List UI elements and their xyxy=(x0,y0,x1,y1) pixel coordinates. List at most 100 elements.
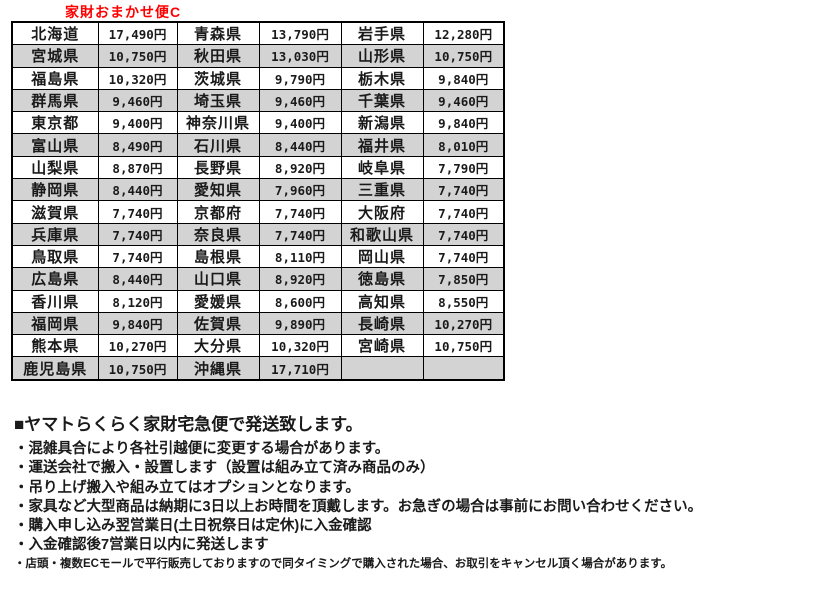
shipping-note: ・混雑具合により各社引越便に変更する場合があります。 xyxy=(14,441,390,457)
prefecture-cell: 山梨県 xyxy=(11,155,99,180)
prefecture-cell: 熊本県 xyxy=(11,334,99,358)
prefecture-cell: 鳥取県 xyxy=(11,244,99,269)
price-cell: 8,600円 xyxy=(258,289,342,313)
table-row: 鳥取県 7,740円 島根県 8,110円 岡山県 7,740円 xyxy=(11,244,505,269)
prefecture-cell: 徳島県 xyxy=(340,267,424,291)
prefecture-cell: 高知県 xyxy=(340,289,424,313)
prefecture-cell: 三重県 xyxy=(340,178,424,202)
prefecture-cell: 青森県 xyxy=(176,21,260,46)
prefecture-cell: 愛媛県 xyxy=(176,289,260,313)
shipping-method-heading: ■ヤマトらくらく家財宅急便で発送致します。 xyxy=(14,415,363,434)
prefecture-cell: 千葉県 xyxy=(340,88,424,113)
prefecture-cell: 京都府 xyxy=(176,200,260,224)
price-cell: 8,110円 xyxy=(258,244,342,269)
price-cell: 9,890円 xyxy=(258,311,342,336)
table-row: 鹿児島県 10,750円 沖縄県 17,710円 xyxy=(11,356,505,381)
shipping-notes-list: ・混雑具合により各社引越便に変更する場合があります。 ・運送会社で搬入・設置しま… xyxy=(14,440,702,556)
prefecture-cell: 香川県 xyxy=(11,289,99,313)
shipping-note: ・入金確認後7営業日以内に発送します xyxy=(14,537,269,554)
prefecture-cell: 埼玉県 xyxy=(176,88,260,113)
shipping-note: ・吊り上げ搬入や組み立てはオプションとなります。 xyxy=(14,479,360,496)
price-cell: 7,740円 xyxy=(258,200,342,224)
prefecture-cell: 鹿児島県 xyxy=(11,356,99,381)
shipping-note: ・家具など大型商品は納期に3日以上お時間を頂戴します。お急ぎの場合は事前にお問い… xyxy=(14,498,703,515)
price-cell: 7,740円 xyxy=(258,222,342,246)
price-cell: 8,870円 xyxy=(97,155,178,180)
price-cell: 9,460円 xyxy=(97,88,178,113)
price-cell: 9,460円 xyxy=(258,88,342,113)
table-row: 香川県 8,120円 愛媛県 8,600円 高知県 8,550円 xyxy=(11,289,505,313)
table-row: 山梨県 8,870円 長野県 8,920円 岐阜県 7,790円 xyxy=(11,155,505,180)
prefecture-cell: 長野県 xyxy=(176,155,260,180)
prefecture-cell: 新潟県 xyxy=(340,111,424,135)
table-row: 福岡県 9,840円 佐賀県 9,890円 長崎県 10,270円 xyxy=(11,311,505,336)
price-cell: 7,960円 xyxy=(258,178,342,202)
prefecture-cell: 岡山県 xyxy=(340,244,424,269)
prefecture-cell: 奈良県 xyxy=(176,222,260,246)
prefecture-cell: 石川県 xyxy=(176,133,260,157)
prefecture-cell: 福島県 xyxy=(11,66,99,90)
table-row: 富山県 8,490円 石川県 8,440円 福井県 8,010円 xyxy=(11,133,505,157)
prefecture-cell: 秋田県 xyxy=(176,44,260,68)
prefecture-cell: 山口県 xyxy=(176,267,260,291)
price-cell: 7,740円 xyxy=(97,200,178,224)
price-cell: 8,120円 xyxy=(97,289,178,313)
prefecture-cell: 山形県 xyxy=(340,44,424,68)
prefecture-cell: 沖縄県 xyxy=(176,356,260,381)
prefecture-cell: 岐阜県 xyxy=(340,155,424,180)
price-cell: 7,740円 xyxy=(422,200,505,224)
price-cell: 8,920円 xyxy=(258,155,342,180)
table-row: 宮城県 10,750円 秋田県 13,030円 山形県 10,750円 xyxy=(11,44,505,68)
table-row: 北海道 17,490円 青森県 13,790円 岩手県 12,280円 xyxy=(11,21,505,46)
cancellation-footnote: ・店頭・複数ECモールで平行販売しておりますので同タイミングで購入された場合、お… xyxy=(14,558,673,570)
prefecture-cell xyxy=(340,356,424,381)
price-cell: 10,750円 xyxy=(422,334,505,358)
price-cell: 9,840円 xyxy=(422,66,505,90)
price-cell: 7,790円 xyxy=(422,155,505,180)
table-row: 滋賀県 7,740円 京都府 7,740円 大阪府 7,740円 xyxy=(11,200,505,224)
prefecture-cell: 福井県 xyxy=(340,133,424,157)
prefecture-cell: 和歌山県 xyxy=(340,222,424,246)
prefecture-cell: 茨城県 xyxy=(176,66,260,90)
shipping-fee-table: 北海道 17,490円 青森県 13,790円 岩手県 12,280円 宮城県 10,750円… xyxy=(11,21,505,381)
price-cell: 17,710円 xyxy=(258,356,342,381)
price-cell: 9,400円 xyxy=(258,111,342,135)
price-cell: 9,840円 xyxy=(97,311,178,336)
prefecture-cell: 神奈川県 xyxy=(176,111,260,135)
prefecture-cell: 宮崎県 xyxy=(340,334,424,358)
price-cell: 8,010円 xyxy=(422,133,505,157)
price-cell: 10,270円 xyxy=(97,334,178,358)
prefecture-cell: 兵庫県 xyxy=(11,222,99,246)
price-cell: 8,440円 xyxy=(97,267,178,291)
price-cell: 8,920円 xyxy=(258,267,342,291)
prefecture-cell: 大阪府 xyxy=(340,200,424,224)
price-cell: 13,030円 xyxy=(258,44,342,68)
price-cell: 17,490円 xyxy=(97,21,178,46)
table-row: 熊本県 10,270円 大分県 10,320円 宮崎県 10,750円 xyxy=(11,334,505,358)
price-cell: 10,750円 xyxy=(97,356,178,381)
prefecture-cell: 広島県 xyxy=(11,267,99,291)
page-title: 家財おまかせ便C xyxy=(65,4,182,20)
price-cell: 12,280円 xyxy=(422,21,505,46)
price-cell: 10,270円 xyxy=(422,311,505,336)
price-cell xyxy=(422,356,505,381)
price-cell: 8,490円 xyxy=(97,133,178,157)
price-cell: 9,790円 xyxy=(258,66,342,90)
price-cell: 7,740円 xyxy=(97,222,178,246)
price-cell: 7,740円 xyxy=(422,244,505,269)
table-row: 福島県 10,320円 茨城県 9,790円 栃木県 9,840円 xyxy=(11,66,505,90)
prefecture-cell: 福岡県 xyxy=(11,311,99,336)
prefecture-cell: 大分県 xyxy=(176,334,260,358)
price-cell: 7,850円 xyxy=(422,267,505,291)
price-cell: 9,840円 xyxy=(422,111,505,135)
shipping-note: ・運送会社で搬入・設置します（設置は組み立て済み商品のみ） xyxy=(14,460,435,477)
prefecture-cell: 滋賀県 xyxy=(11,200,99,224)
price-cell: 10,750円 xyxy=(422,44,505,68)
prefecture-cell: 佐賀県 xyxy=(176,311,260,336)
table-row: 東京都 9,400円 神奈川県 9,400円 新潟県 9,840円 xyxy=(11,111,505,135)
table-row: 群馬県 9,460円 埼玉県 9,460円 千葉県 9,460円 xyxy=(11,88,505,113)
price-cell: 8,440円 xyxy=(258,133,342,157)
price-cell: 10,320円 xyxy=(97,66,178,90)
prefecture-cell: 宮城県 xyxy=(11,44,99,68)
